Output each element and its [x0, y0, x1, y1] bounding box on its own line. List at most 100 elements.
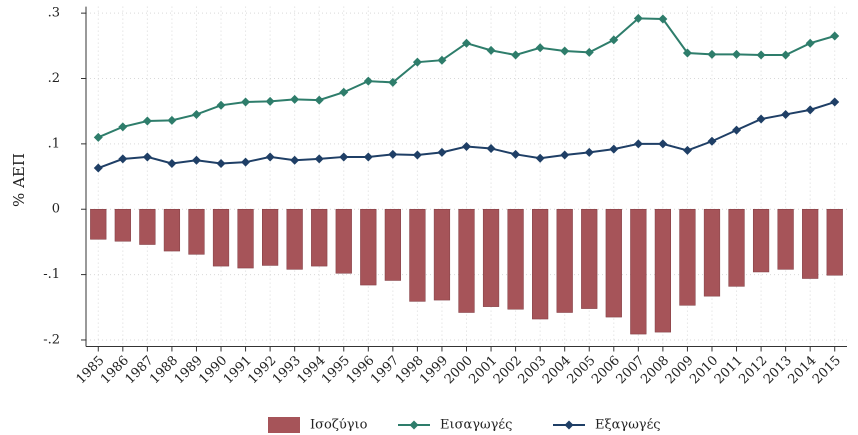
marker [363, 152, 373, 162]
marker [805, 38, 815, 48]
bar [556, 208, 573, 313]
legend-label: Εισαγωγές [440, 418, 512, 433]
marker [437, 147, 447, 157]
marker [633, 13, 643, 23]
marker [241, 157, 251, 167]
bar [752, 208, 770, 273]
y-tick-label: .3 [48, 6, 60, 21]
bar [654, 208, 671, 333]
bar [286, 208, 303, 270]
bar [581, 208, 598, 309]
bar [163, 208, 181, 252]
marker [707, 49, 717, 59]
marker [781, 109, 791, 119]
bar [703, 208, 721, 297]
marker [290, 94, 300, 104]
bar [826, 208, 843, 276]
bar [532, 208, 549, 320]
bar [777, 208, 794, 270]
marker [216, 100, 226, 110]
marker [830, 31, 840, 41]
bar [212, 208, 230, 267]
y-axis-label: % ΑΕΠ [10, 153, 28, 207]
marker [707, 136, 717, 146]
marker [462, 141, 471, 151]
bar [262, 208, 279, 266]
marker [142, 152, 152, 162]
marker [191, 109, 201, 119]
y-tick-label: -.1 [43, 267, 60, 282]
bar [237, 208, 254, 269]
marker [118, 154, 128, 164]
marker [216, 158, 226, 168]
marker [412, 150, 422, 160]
marker [732, 125, 742, 135]
legend-label: Ισοζύγιο [310, 418, 368, 433]
marker [339, 152, 349, 162]
marker [265, 96, 275, 106]
bar [605, 208, 622, 318]
marker [511, 50, 521, 60]
marker [658, 139, 668, 149]
marker [584, 147, 594, 157]
bar [114, 208, 131, 242]
marker [339, 87, 349, 97]
bar [360, 208, 377, 286]
marker [314, 154, 324, 164]
marker [756, 114, 766, 124]
y-tick-label: .2 [48, 71, 60, 86]
marker [830, 97, 840, 107]
marker [560, 150, 570, 160]
marker [560, 46, 570, 56]
marker [241, 97, 251, 107]
marker [93, 163, 103, 173]
marker [633, 139, 643, 149]
marker [363, 76, 373, 86]
marker [682, 48, 692, 58]
marker [682, 145, 692, 155]
marker [167, 158, 177, 168]
bar [802, 208, 819, 279]
marker [511, 149, 521, 159]
bar [90, 208, 107, 240]
marker [93, 132, 103, 142]
marker [142, 116, 152, 126]
marker [290, 155, 300, 165]
marker [437, 55, 447, 65]
marker [412, 57, 422, 67]
marker [609, 144, 619, 154]
marker [486, 143, 496, 153]
marker [732, 49, 742, 59]
bar [433, 208, 451, 301]
legend-marker [409, 420, 419, 430]
marker [191, 155, 201, 165]
bar [335, 208, 352, 274]
marker [462, 38, 471, 48]
y-tick-label: 0 [52, 202, 60, 217]
legend-marker [564, 420, 574, 430]
legend-label: Εξαγωγές [595, 418, 661, 433]
marker [756, 50, 766, 60]
bar [630, 208, 647, 335]
bar [458, 208, 475, 313]
bar [188, 208, 205, 255]
marker [584, 47, 594, 57]
marker [118, 122, 128, 132]
bar [482, 208, 500, 307]
x-tick-label: 2015 [810, 353, 844, 387]
marker [535, 43, 545, 53]
marker [265, 152, 275, 162]
bar [679, 208, 696, 306]
y-tick-label: -.2 [43, 332, 60, 347]
marker [658, 14, 668, 24]
marker [805, 105, 815, 115]
marker [314, 95, 324, 105]
marker [167, 115, 177, 125]
bar [728, 208, 745, 287]
legend-swatch [268, 417, 300, 433]
marker [486, 45, 496, 55]
marker [609, 35, 619, 45]
marker [388, 77, 398, 87]
marker [535, 153, 545, 163]
